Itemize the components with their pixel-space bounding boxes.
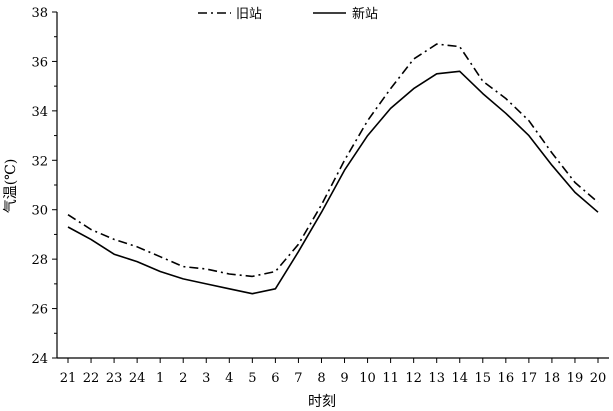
plot-area xyxy=(67,43,599,295)
x-tick-label: 6 xyxy=(271,371,279,386)
x-tick-label: 5 xyxy=(248,371,256,386)
y-tick-label: 26 xyxy=(31,303,48,318)
x-tick-label: 4 xyxy=(225,371,233,386)
x-tick-label: 23 xyxy=(106,371,123,386)
x-tick-label: 15 xyxy=(475,371,492,386)
x-tick-label: 3 xyxy=(202,371,210,386)
y-tick-label: 30 xyxy=(31,204,48,219)
x-tick-label: 1 xyxy=(156,371,164,386)
x-tick-label: 11 xyxy=(382,371,399,386)
x-tick-label: 22 xyxy=(83,371,100,386)
x-tick-label: 12 xyxy=(405,371,422,386)
y-axis-label: 气温(℃) xyxy=(3,159,19,214)
series-line-1 xyxy=(67,43,599,278)
y-tick-label: 36 xyxy=(31,55,48,70)
x-tick-label: 20 xyxy=(590,371,607,386)
y-tick-label: 34 xyxy=(31,105,48,120)
x-tick-label: 9 xyxy=(340,371,348,386)
x-tick-label: 7 xyxy=(294,371,302,386)
x-tick-label: 19 xyxy=(567,371,584,386)
x-tick-label: 2 xyxy=(179,371,187,386)
legend-label-2: 新站 xyxy=(352,6,378,22)
x-tick-label: 16 xyxy=(498,371,515,386)
legend: 旧站 新站 xyxy=(198,6,378,22)
x-tick-label: 8 xyxy=(317,371,325,386)
x-axis-label: 时刻 xyxy=(308,394,336,410)
x-tick-label: 21 xyxy=(60,371,77,386)
x-tick-label: 24 xyxy=(129,371,146,386)
x-tick-label: 13 xyxy=(428,371,445,386)
legend-label-1: 旧站 xyxy=(236,7,262,22)
x-tick-label: 10 xyxy=(359,371,376,386)
y-tick-label: 28 xyxy=(31,253,48,268)
y-tick-label: 24 xyxy=(31,352,48,367)
y-tick-label: 32 xyxy=(31,154,48,169)
x-tick-label: 17 xyxy=(521,371,538,386)
x-tick-label: 18 xyxy=(544,371,561,386)
x-tick-label: 14 xyxy=(451,371,468,386)
series-line-2 xyxy=(67,70,599,295)
y-tick-label: 38 xyxy=(31,6,48,21)
